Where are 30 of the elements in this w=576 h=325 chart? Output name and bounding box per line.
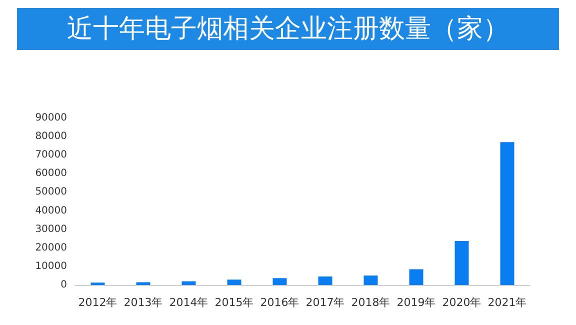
x-tick-label: 2013年 xyxy=(124,296,163,309)
y-tick-label: 0 xyxy=(60,280,67,290)
x-tick-label: 2016年 xyxy=(260,296,300,309)
bar xyxy=(364,276,378,285)
bar xyxy=(318,276,332,285)
y-tick-label: 50000 xyxy=(35,186,67,198)
bar xyxy=(272,278,287,285)
x-tick-label: 2021年 xyxy=(488,296,527,309)
x-tick-label: 2017年 xyxy=(306,296,345,309)
chart-title: 近十年电子烟相关企业注册数量（家） xyxy=(67,14,509,44)
bar xyxy=(136,282,150,285)
y-tick-label: 30000 xyxy=(35,224,67,235)
y-tick-label: 70000 xyxy=(35,150,67,161)
x-tick-label: 2014年 xyxy=(169,296,208,309)
bar xyxy=(182,281,196,285)
bar xyxy=(500,142,514,285)
bar xyxy=(409,269,424,285)
x-tick-label: 2015年 xyxy=(214,296,254,309)
bar xyxy=(227,280,242,285)
y-tick-label: 10000 xyxy=(35,260,67,272)
y-tick-label: 60000 xyxy=(35,168,67,180)
x-tick-label: 2020年 xyxy=(442,296,482,309)
y-tick-label: 80000 xyxy=(35,131,67,142)
y-tick-label: 40000 xyxy=(35,205,67,216)
y-tick-label: 90000 xyxy=(35,112,67,124)
x-tick-label: 2018年 xyxy=(351,296,390,309)
bar xyxy=(454,241,469,285)
x-tick-label: 2019年 xyxy=(396,296,436,309)
y-tick-label: 20000 xyxy=(35,242,67,254)
x-tick-label: 2012年 xyxy=(78,296,118,309)
